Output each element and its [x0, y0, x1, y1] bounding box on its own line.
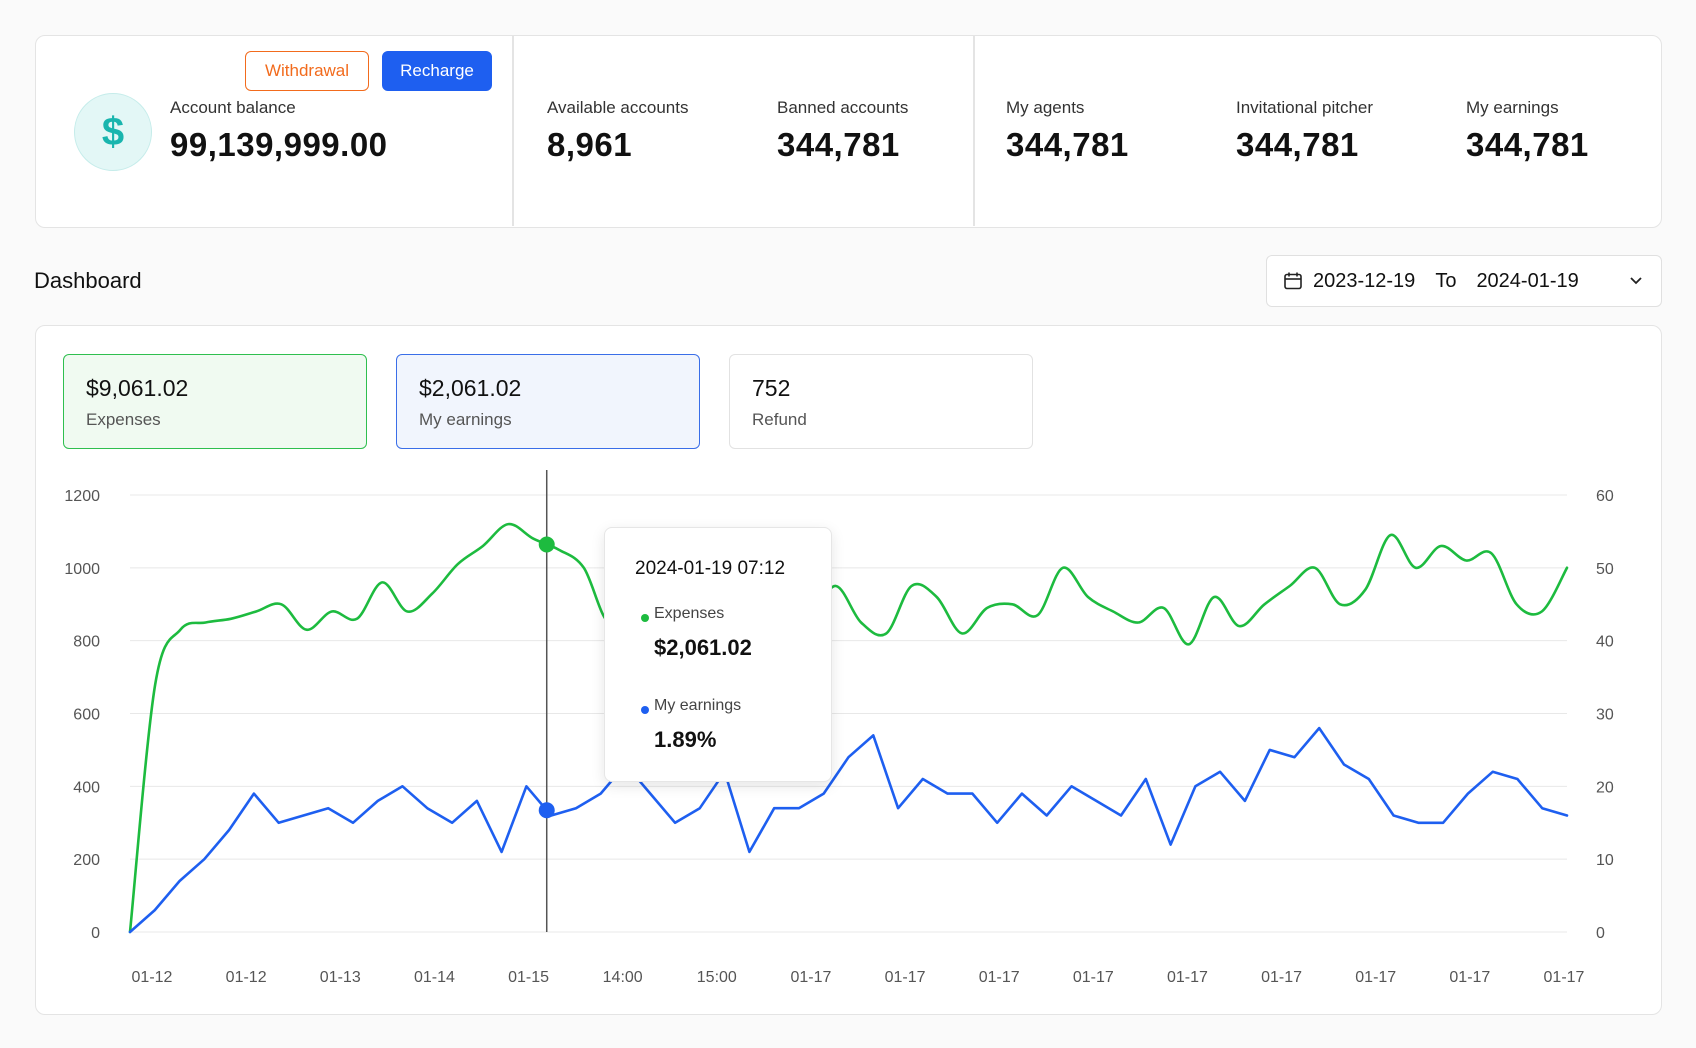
x-tick-label: 01-17	[1167, 969, 1208, 986]
tooltip-label: My earnings	[654, 697, 742, 714]
metric-value: 752	[752, 375, 791, 401]
tooltip-value: $2,061.02	[654, 635, 752, 660]
chevron-down-icon	[1630, 277, 1642, 285]
metric-refund[interactable]: 752 Refund	[729, 354, 1033, 449]
x-tick-label: 01-12	[132, 969, 173, 986]
metric-expenses[interactable]: $9,061.02 Expenses	[63, 354, 367, 449]
recharge-button[interactable]: Recharge	[382, 51, 492, 91]
x-tick-label: 01-17	[1449, 969, 1490, 986]
earnings-hover-point	[538, 802, 555, 819]
divider	[512, 36, 514, 226]
tooltip-value: 1.89%	[654, 727, 717, 752]
tooltip-title: 2024-01-19 07:12	[635, 558, 786, 579]
x-tick-label: 01-14	[414, 969, 455, 986]
x-tick-label: 14:00	[603, 969, 643, 986]
chart-card: $9,061.02 Expenses $2,061.02 My earnings…	[35, 325, 1662, 1015]
withdrawal-button[interactable]: Withdrawal	[245, 51, 369, 91]
y-right-tick-label: 0	[1596, 925, 1605, 942]
divider	[973, 36, 975, 226]
y-left-tick-label: 1000	[64, 561, 100, 578]
date-start: 2023-12-19	[1313, 269, 1416, 292]
x-tick-label: 01-17	[1355, 969, 1396, 986]
x-tick-label: 01-15	[508, 969, 549, 986]
calendar-icon	[1284, 272, 1302, 290]
invitational-pitcher-label: Invitational pitcher	[1236, 98, 1374, 117]
y-left-tick-label: 0	[91, 925, 100, 942]
y-right-tick-label: 30	[1596, 707, 1614, 724]
y-right-tick-label: 40	[1596, 634, 1614, 651]
available-accounts-value: 8,961	[547, 126, 633, 163]
date-range-picker[interactable]: 2023-12-19 To 2024-01-19	[1266, 255, 1662, 307]
y-left-tick-label: 600	[73, 707, 100, 724]
available-accounts-label: Available accounts	[547, 98, 689, 117]
account-balance-label: Account balance	[170, 98, 296, 117]
metric-label: Refund	[752, 410, 807, 429]
banned-accounts-value: 344,781	[777, 126, 900, 163]
y-left-tick-label: 200	[73, 852, 100, 869]
date-end: 2024-01-19	[1476, 269, 1579, 292]
y-left-tick-label: 800	[73, 634, 100, 651]
x-tick-label: 01-12	[226, 969, 267, 986]
banned-accounts-label: Banned accounts	[777, 98, 909, 117]
expenses-series-line	[128, 522, 1569, 934]
metric-value: $2,061.02	[419, 375, 522, 401]
y-right-tick-label: 60	[1596, 488, 1614, 505]
x-tick-label: 01-17	[1544, 969, 1585, 986]
earnings-series-line	[128, 726, 1569, 934]
metric-label: My earnings	[419, 410, 512, 429]
my-earnings-stat-value: 344,781	[1466, 126, 1589, 163]
tooltip-label: Expenses	[654, 605, 725, 622]
my-agents-label: My agents	[1006, 98, 1085, 117]
x-tick-label: 01-17	[1261, 969, 1302, 986]
earnings-dot-icon	[641, 706, 649, 714]
metric-my-earnings[interactable]: $2,061.02 My earnings	[396, 354, 700, 449]
y-right-tick-label: 50	[1596, 561, 1614, 578]
dashboard-title: Dashboard	[34, 268, 142, 293]
account-balance-value: 99,139,999.00	[170, 126, 388, 163]
x-tick-label: 01-13	[320, 969, 361, 986]
stats-card: $ Withdrawal Recharge Account balance 99…	[35, 35, 1662, 228]
x-tick-label: 01-17	[790, 969, 831, 986]
metric-label: Expenses	[86, 410, 161, 429]
x-tick-label: 01-17	[885, 969, 926, 986]
metric-value: $9,061.02	[86, 375, 189, 401]
y-left-tick-label: 1200	[64, 488, 100, 505]
my-earnings-stat-label: My earnings	[1466, 98, 1559, 117]
expenses-hover-point	[538, 536, 555, 553]
y-right-tick-label: 20	[1596, 779, 1614, 796]
y-right-tick-label: 10	[1596, 852, 1614, 869]
date-separator: To	[1435, 269, 1457, 292]
invitational-pitcher-value: 344,781	[1236, 126, 1359, 163]
x-tick-label: 15:00	[697, 969, 737, 986]
x-tick-label: 01-17	[1073, 969, 1114, 986]
x-tick-label: 01-17	[979, 969, 1020, 986]
y-left-tick-label: 400	[73, 779, 100, 796]
chart-tooltip: 2024-01-19 07:12 Expenses $2,061.02 My e…	[604, 527, 832, 782]
my-agents-value: 344,781	[1006, 126, 1129, 163]
dollar-icon: $	[74, 93, 152, 171]
expenses-dot-icon	[641, 614, 649, 622]
